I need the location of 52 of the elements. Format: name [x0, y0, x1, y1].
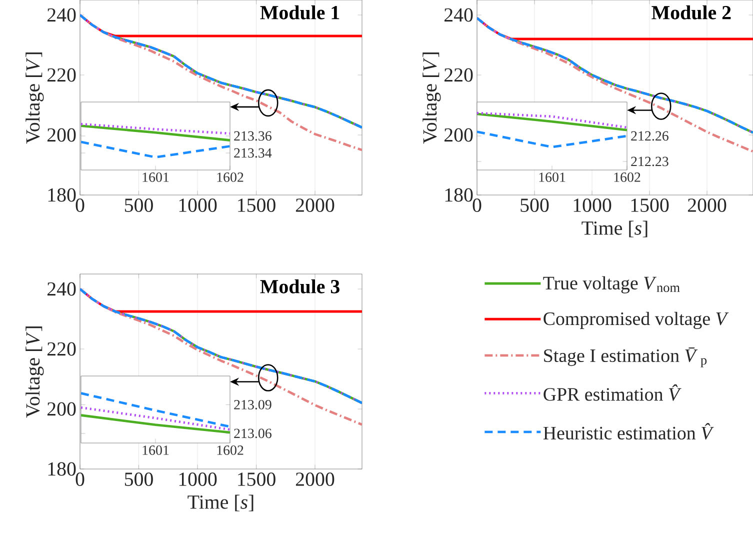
x-tick-label: 0 [76, 198, 84, 212]
x-tick-label: 1000 [179, 198, 217, 212]
y-tick-label: 240 [47, 282, 76, 296]
x-tick-label: 1602 [217, 446, 244, 455]
x-tick-label: 1602 [217, 172, 244, 182]
x-tick-label: 500 [124, 198, 153, 212]
y-tick-label: 213.34 [234, 148, 272, 158]
chart-title: Module 2 [652, 5, 731, 20]
x-tick-label: 1601 [142, 172, 169, 182]
legend-label: GPR estimation V̂ [544, 384, 682, 401]
y-tick-label: 200 [444, 128, 473, 142]
y-axis-title: Voltage [V] [26, 52, 44, 144]
x-axis-title: Time [s] [188, 494, 254, 512]
legend-label: True voltage V$_{nom}$ [543, 276, 680, 294]
y-tick-label: 213.06 [234, 428, 272, 438]
y-tick-label: 240 [444, 8, 473, 22]
chart-title: Module 3 [260, 279, 340, 294]
x-tick-label: 1000 [574, 198, 612, 212]
x-tick-label: 2000 [296, 198, 334, 212]
y-tick-label: 220 [47, 68, 76, 82]
legend-label: Compromised voltage V [544, 312, 729, 330]
x-tick-label: 1500 [238, 198, 276, 212]
x-tick-label: 500 [520, 198, 549, 212]
x-tick-label: 1000 [179, 472, 217, 486]
x-tick-label: 0 [472, 198, 482, 212]
x-tick-label: 1500 [631, 198, 669, 212]
y-tick-label: 200 [47, 402, 76, 416]
x-tick-label: 500 [124, 472, 153, 486]
legend-label: Stage I estimation V̄$_{p}$ [544, 347, 707, 368]
y-tick-label: 180 [48, 188, 76, 202]
x-tick-label: 1500 [238, 472, 276, 486]
x-tick-label: 1601 [142, 446, 169, 455]
x-axis-title: Time [s] [582, 220, 648, 238]
y-tick-label: 180 [48, 462, 76, 476]
y-tick-label: 213.09 [234, 400, 272, 410]
y-tick-label: 212.26 [631, 131, 668, 141]
chart-title: Module 1 [260, 5, 340, 20]
y-tick-label: 240 [47, 8, 76, 22]
y-tick-label: 220 [47, 342, 76, 356]
y-tick-label: 180 [445, 188, 473, 202]
y-axis-title: Voltage [V] [26, 326, 44, 418]
y-tick-label: 220 [444, 68, 473, 82]
x-tick-label: 2000 [296, 472, 334, 486]
y-axis-title: Voltage [V] [422, 52, 441, 144]
y-tick-label: 212.23 [631, 156, 668, 166]
x-tick-label: 0 [76, 472, 84, 486]
x-tick-label: 2000 [688, 198, 726, 212]
y-tick-label: 200 [47, 128, 76, 142]
y-tick-label: 213.36 [234, 131, 272, 141]
legend-label: Heuristic estimation V̂ [543, 423, 714, 440]
x-tick-label: 1601 [539, 172, 566, 182]
x-tick-label: 1602 [614, 172, 640, 182]
